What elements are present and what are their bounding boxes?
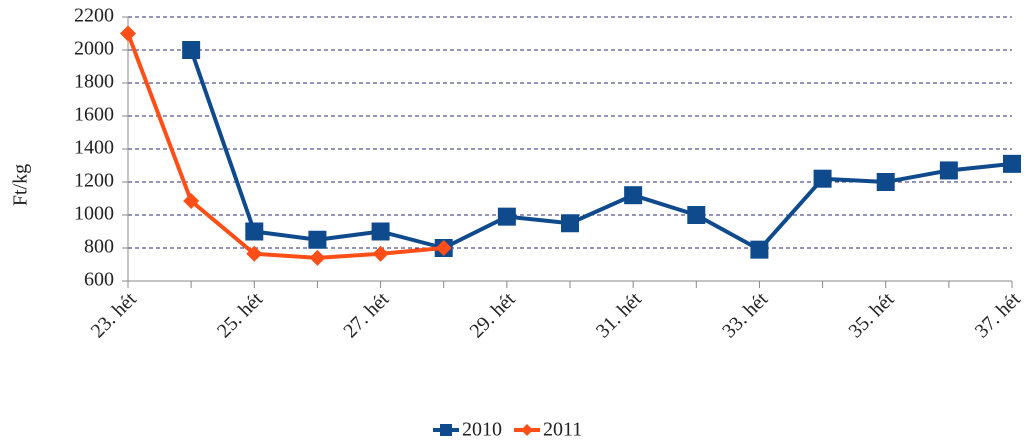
marker [245, 222, 264, 241]
marker [182, 41, 201, 59]
marker [1003, 154, 1021, 173]
legend-label: 2011 [543, 419, 582, 441]
marker [561, 214, 579, 233]
marker [120, 25, 136, 42]
marker [624, 186, 643, 205]
y-tick-label: 1400 [74, 137, 114, 159]
marker [876, 173, 895, 191]
x-tick-label: 23. hét [87, 288, 141, 342]
marker [497, 207, 516, 226]
marker [309, 249, 326, 266]
y-tick-label: 1000 [74, 203, 114, 225]
series-line [126, 32, 444, 260]
marker [750, 240, 769, 259]
marker [183, 192, 200, 209]
x-tick-label: 37. hét [971, 288, 1025, 342]
marker [687, 206, 706, 224]
x-tick-label: 31. hét [592, 288, 646, 342]
y-tick-label: 2000 [74, 38, 114, 60]
marker [372, 245, 389, 262]
x-tick-label: 27. hét [339, 288, 393, 342]
x-tick-label: 25. hét [213, 288, 267, 342]
x-tick-label: 35. hét [844, 288, 898, 342]
y-tick-label: 800 [84, 236, 114, 258]
marker [939, 161, 958, 180]
legend-item: 2010 [433, 419, 502, 441]
series-line [189, 49, 1013, 252]
x-tick-label: 29. hét [466, 288, 520, 342]
y-tick-label: 600 [84, 269, 114, 291]
x-tick-label: 33. hét [718, 288, 772, 342]
marker [371, 222, 390, 241]
marker [435, 240, 452, 256]
legend-label: 2010 [462, 419, 502, 441]
y-tick-label: 2200 [74, 5, 114, 27]
legend-marker [521, 424, 533, 436]
marker [246, 245, 263, 262]
legend-item: 2011 [514, 419, 582, 441]
marker [308, 230, 327, 249]
y-axis-label: Ft/kg [10, 164, 32, 206]
y-tick-label: 1600 [74, 104, 114, 126]
y-tick-label: 1800 [74, 71, 114, 93]
legend-marker [440, 424, 452, 436]
marker [813, 169, 832, 188]
y-tick-label: 1200 [74, 170, 114, 192]
